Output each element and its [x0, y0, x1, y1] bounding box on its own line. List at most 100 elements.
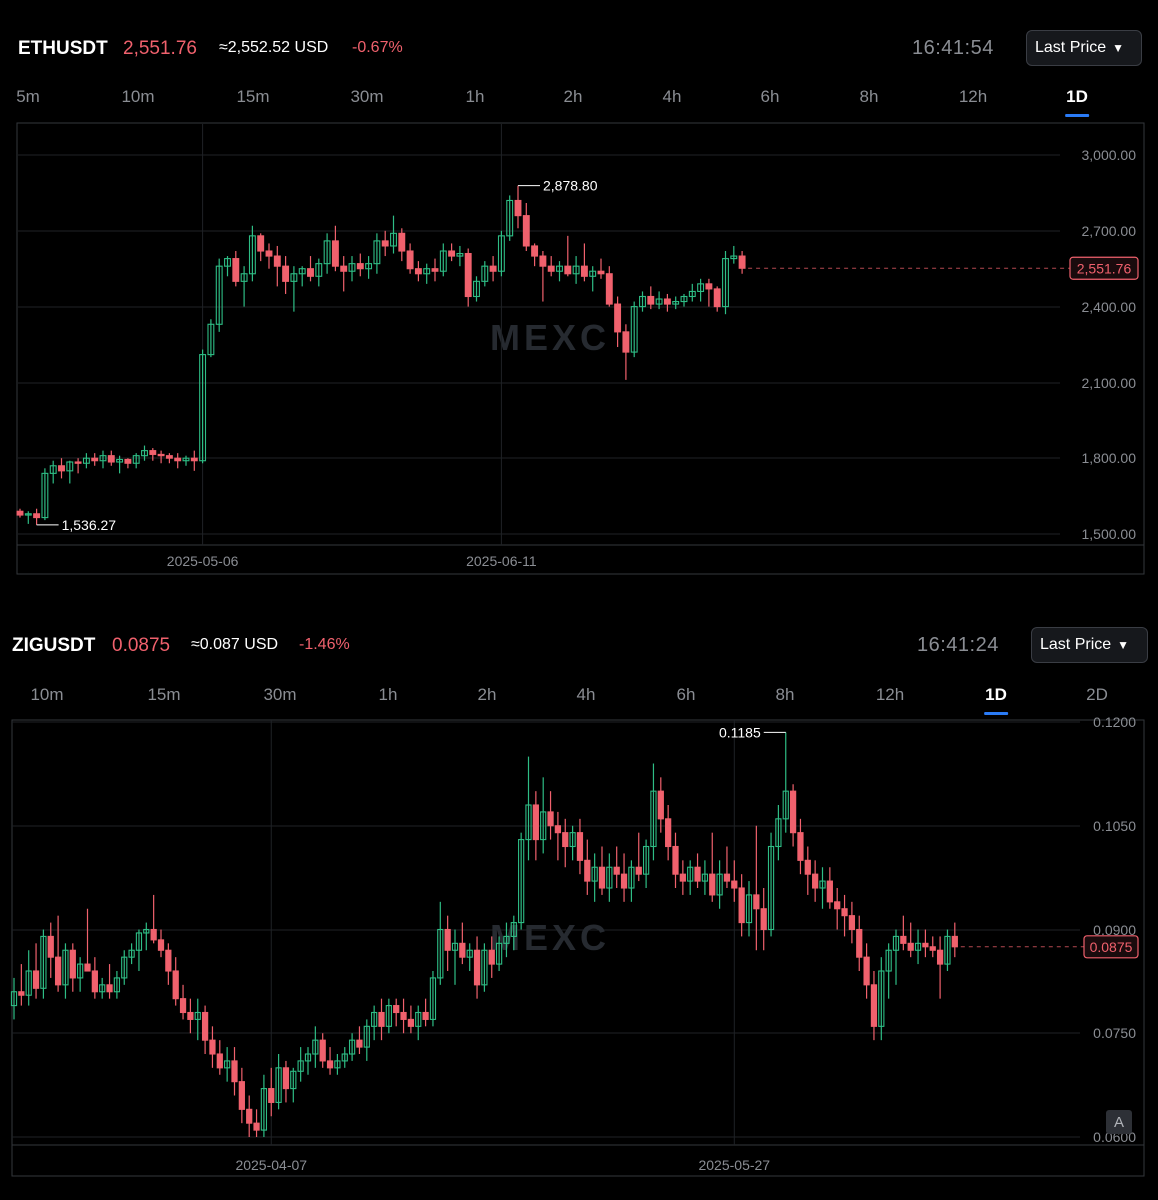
- candle-body: [356, 263, 364, 270]
- candle-body: [598, 866, 606, 889]
- candle: [680, 293, 688, 307]
- candle-body: [400, 1011, 407, 1020]
- candle: [378, 998, 385, 1041]
- zig-candlestick-chart[interactable]: 0.12000.10500.09000.07500.0600MEXC2025-0…: [0, 600, 1158, 1200]
- tab-12h[interactable]: 12h: [875, 685, 905, 704]
- candle: [174, 453, 182, 469]
- candle: [922, 929, 929, 958]
- tab-1h[interactable]: 1h: [465, 87, 485, 106]
- candle-body: [334, 1060, 341, 1069]
- candle-body: [584, 859, 591, 882]
- candle-body: [635, 866, 642, 875]
- eth-candlestick-chart[interactable]: 3,000.00 2,700.00 2,400.00 2,100.00 1,800.00…: [0, 0, 1158, 600]
- y-tick-label: 0.1200: [1093, 714, 1136, 730]
- tab-10m[interactable]: 10m: [30, 685, 64, 704]
- candle: [892, 929, 900, 985]
- candle: [489, 256, 497, 282]
- candle-body: [572, 265, 580, 275]
- price-type-dropdown[interactable]: Last Price ▼: [1026, 30, 1142, 66]
- tab-5m[interactable]: 5m: [16, 87, 40, 106]
- candle-body: [25, 970, 32, 996]
- tab-1h[interactable]: 1h: [378, 685, 398, 704]
- chart-frame: [16, 122, 1145, 575]
- candle-body: [620, 873, 628, 889]
- symbol-label[interactable]: ZIGUSDT: [12, 635, 96, 656]
- tab-30m[interactable]: 30m: [263, 685, 297, 704]
- candle: [775, 805, 782, 861]
- tab-8h[interactable]: 8h: [775, 685, 795, 704]
- candle: [132, 453, 140, 469]
- y-tick-label: 0.0750: [1093, 1025, 1136, 1041]
- tab-15m[interactable]: 15m: [236, 87, 270, 106]
- candle: [25, 950, 32, 1006]
- tab-12h[interactable]: 12h: [958, 87, 988, 106]
- candle: [157, 450, 165, 464]
- candle-body: [775, 818, 782, 848]
- tab-2h[interactable]: 2h: [477, 685, 497, 704]
- candle-body: [356, 1039, 363, 1048]
- candle-body: [385, 1005, 392, 1027]
- candle-body: [848, 915, 856, 931]
- tab-10m[interactable]: 10m: [121, 87, 155, 106]
- candle: [415, 1005, 422, 1041]
- candle: [201, 1005, 209, 1054]
- tab-6h[interactable]: 6h: [676, 685, 696, 704]
- last-price-tag: 0.0875: [1083, 935, 1139, 959]
- candle: [497, 230, 505, 277]
- candle: [466, 943, 473, 971]
- candle: [423, 263, 431, 284]
- candle: [58, 458, 65, 479]
- candle: [606, 853, 613, 902]
- candle: [319, 1033, 326, 1068]
- candle-body: [914, 942, 922, 951]
- candle-body: [282, 265, 290, 282]
- candle: [782, 732, 789, 833]
- candle: [141, 445, 148, 461]
- y-tick-label: 3,000.00: [1082, 147, 1137, 163]
- tab-30m[interactable]: 30m: [350, 87, 384, 106]
- candle: [657, 777, 664, 833]
- price-type-dropdown[interactable]: Last Price ▼: [1031, 627, 1148, 663]
- candle: [121, 950, 128, 985]
- candle-body: [929, 946, 936, 951]
- candle-body: [797, 832, 804, 861]
- candle-body: [341, 1053, 348, 1062]
- tab-15m[interactable]: 15m: [147, 685, 181, 704]
- candle: [400, 998, 407, 1034]
- tab-2h[interactable]: 2h: [563, 87, 583, 106]
- candle-body: [340, 265, 348, 272]
- candle-body: [224, 258, 231, 267]
- candle-body: [606, 866, 613, 889]
- candle: [929, 936, 936, 958]
- candle: [688, 283, 696, 302]
- candle: [738, 874, 745, 937]
- candle-body: [275, 1067, 282, 1103]
- candle: [356, 253, 364, 277]
- candle: [444, 915, 451, 971]
- auto-scale-button[interactable]: A: [1106, 1110, 1132, 1134]
- tab-4h[interactable]: 4h: [576, 685, 596, 704]
- tab-2d[interactable]: 2D: [1086, 685, 1108, 704]
- candle-body: [464, 252, 472, 298]
- candle-body: [569, 832, 576, 848]
- high-annotation: 0.1185: [719, 724, 786, 740]
- candle-body: [260, 1088, 268, 1131]
- candle: [232, 251, 240, 287]
- symbol-label[interactable]: ETHUSDT: [18, 38, 108, 59]
- candle: [672, 832, 679, 888]
- candle-body: [639, 295, 646, 308]
- tab-1d[interactable]: 1D: [1066, 87, 1088, 106]
- tab-4h[interactable]: 4h: [662, 87, 682, 106]
- candle: [506, 195, 514, 241]
- candle: [576, 818, 584, 875]
- candle: [900, 915, 907, 951]
- candle: [936, 936, 944, 999]
- tab-1d[interactable]: 1D: [985, 685, 1007, 704]
- tab-6h[interactable]: 6h: [760, 87, 780, 106]
- candle: [297, 1047, 304, 1082]
- candle: [834, 888, 841, 930]
- candle: [340, 256, 348, 292]
- candle-body: [680, 295, 688, 303]
- candle-body: [951, 935, 958, 948]
- tab-8h[interactable]: 8h: [859, 87, 879, 106]
